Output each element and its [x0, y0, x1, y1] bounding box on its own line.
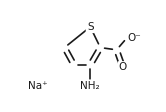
Text: O: O: [119, 62, 127, 72]
Text: O⁻: O⁻: [127, 32, 141, 43]
Text: Na⁺: Na⁺: [28, 81, 48, 91]
Text: NH₂: NH₂: [81, 81, 100, 91]
Text: S: S: [87, 22, 94, 32]
